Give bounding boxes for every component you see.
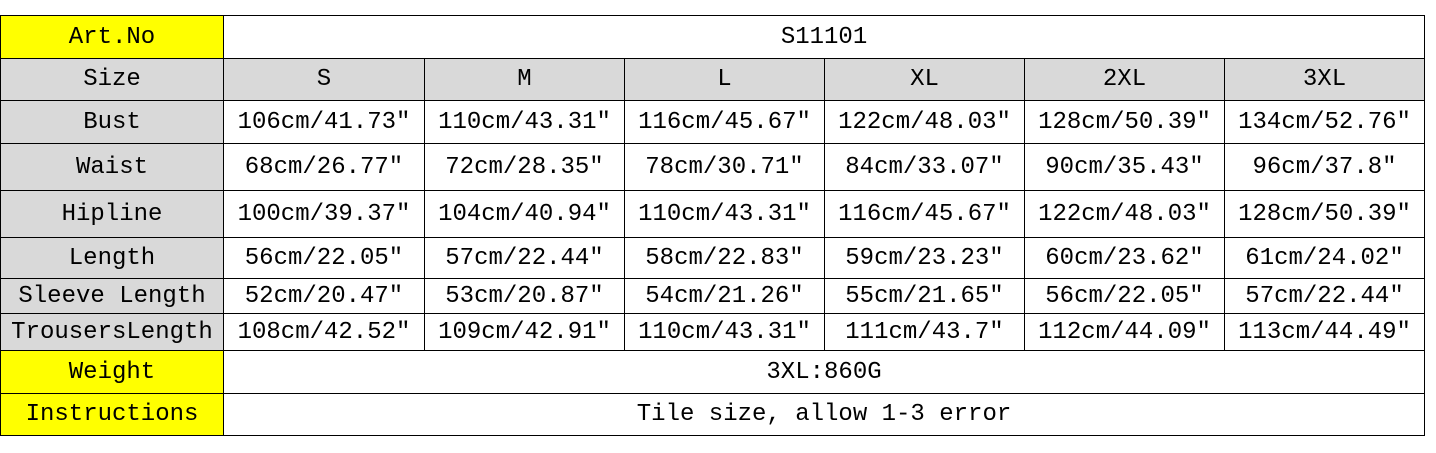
measurement-cell: 57cm/22.44″ <box>424 237 625 279</box>
measurement-row: Hipline 100cm/39.37″ 104cm/40.94″ 110cm/43.… <box>0 190 1426 238</box>
measurement-label: Hipline <box>0 190 224 238</box>
measurement-cell: 109cm/42.91″ <box>424 313 625 351</box>
measurement-cell: 104cm/40.94″ <box>424 190 625 238</box>
size-label: Size <box>0 58 224 101</box>
measurement-cell: 60cm/23.62″ <box>1024 237 1225 279</box>
measurement-cell: 56cm/22.05″ <box>1024 278 1225 314</box>
size-2XL: 2XL <box>1024 58 1225 101</box>
measurement-row: TrousersLength 108cm/42.52″ 109cm/42.91″ 11… <box>0 313 1426 351</box>
measurement-cell: 90cm/35.43″ <box>1024 143 1225 191</box>
measurement-cell: 56cm/22.05″ <box>223 237 425 279</box>
art-no-row: Art.No S11101 <box>0 15 1426 59</box>
measurement-cell: 110cm/43.31″ <box>624 190 825 238</box>
size-M: M <box>424 58 625 101</box>
instructions-value: Tile size, allow 1-3 error <box>222 393 1426 436</box>
measurement-cell: 59cm/23.23″ <box>824 237 1025 279</box>
measurement-label: Waist <box>0 143 224 191</box>
instructions-row: Instructions Tile size, allow 1-3 error <box>0 393 1426 436</box>
measurement-cell: 110cm/43.31″ <box>624 313 825 351</box>
measurement-cell: 58cm/22.83″ <box>624 237 825 279</box>
measurement-cell: 53cm/20.87″ <box>424 278 625 314</box>
measurement-row: Bust 106cm/41.73″ 110cm/43.31″ 116cm/45.67″… <box>0 100 1426 144</box>
measurement-cell: 116cm/45.67″ <box>824 190 1025 238</box>
measurement-label: Sleeve Length <box>0 278 224 314</box>
measurement-cell: 110cm/43.31″ <box>424 100 625 144</box>
measurement-cell: 55cm/21.65″ <box>824 278 1025 314</box>
measurement-label: Bust <box>0 100 224 144</box>
measurement-row: Sleeve Length 52cm/20.47″ 53cm/20.87″ 54cm/… <box>0 278 1426 314</box>
measurement-cell: 78cm/30.71″ <box>624 143 825 191</box>
size-header-row: Size S M L XL 2XL 3XL <box>0 58 1426 101</box>
art-no-value: S11101 <box>222 15 1426 59</box>
measurement-cell: 108cm/42.52″ <box>223 313 425 351</box>
measurement-cell: 113cm/44.49″ <box>1223 313 1426 351</box>
measurement-cell: 96cm/37.8″ <box>1223 143 1426 191</box>
measurement-row: Waist 68cm/26.77″ 72cm/28.35″ 78cm/30.71″ 84… <box>0 143 1426 191</box>
measurement-cell: 111cm/43.7″ <box>824 313 1025 351</box>
measurement-cell: 57cm/22.44″ <box>1223 278 1426 314</box>
measurement-cell: 84cm/33.07″ <box>824 143 1025 191</box>
size-S: S <box>223 58 425 101</box>
weight-value: 3XL:860G <box>222 350 1426 394</box>
measurement-cell: 106cm/41.73″ <box>223 100 425 144</box>
measurement-label: Length <box>0 237 224 279</box>
instructions-label: Instructions <box>0 393 224 436</box>
measurement-cell: 128cm/50.39″ <box>1024 100 1225 144</box>
measurement-row: Length 56cm/22.05″ 57cm/22.44″ 58cm/22.83″ 5… <box>0 237 1426 279</box>
measurement-cell: 54cm/21.26″ <box>624 278 825 314</box>
size-chart-table: Art.No S11101 Size S M L XL 2XL 3XL Bust… <box>0 15 1426 436</box>
weight-row: Weight 3XL:860G <box>0 350 1426 394</box>
measurement-cell: 61cm/24.02″ <box>1223 237 1426 279</box>
measurement-cell: 122cm/48.03″ <box>1024 190 1225 238</box>
measurement-cell: 116cm/45.67″ <box>624 100 825 144</box>
measurement-label: TrousersLength <box>0 313 224 351</box>
measurement-cell: 68cm/26.77″ <box>223 143 425 191</box>
measurement-cell: 112cm/44.09″ <box>1024 313 1225 351</box>
measurement-cell: 52cm/20.47″ <box>223 278 425 314</box>
size-3XL: 3XL <box>1223 58 1426 101</box>
measurement-cell: 122cm/48.03″ <box>824 100 1025 144</box>
measurement-cell: 72cm/28.35″ <box>424 143 625 191</box>
size-L: L <box>624 58 825 101</box>
art-no-label: Art.No <box>0 15 224 59</box>
measurement-cell: 100cm/39.37″ <box>223 190 425 238</box>
measurement-cell: 128cm/50.39″ <box>1223 190 1426 238</box>
measurement-cell: 134cm/52.76″ <box>1223 100 1426 144</box>
size-XL: XL <box>824 58 1025 101</box>
weight-label: Weight <box>0 350 224 394</box>
